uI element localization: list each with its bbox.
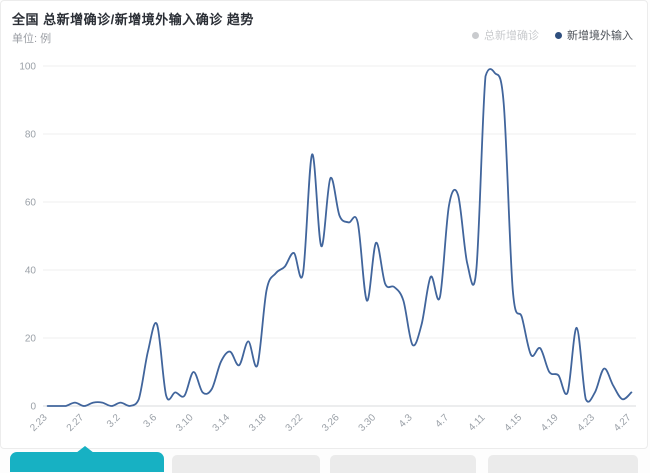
svg-text:3.14: 3.14	[211, 412, 233, 434]
svg-text:4.23: 4.23	[575, 412, 597, 434]
chart-card: 全国 总新增确诊/新增境外输入确诊 趋势 单位: 例 总新增确诊 新增境外输入 …	[0, 0, 648, 449]
svg-text:4.3: 4.3	[397, 412, 415, 430]
legend-item-new-imported[interactable]: 新增境外输入	[555, 27, 633, 43]
footer-tab-1[interactable]	[10, 446, 164, 472]
svg-text:3.10: 3.10	[174, 412, 196, 434]
svg-text:40: 40	[25, 266, 37, 277]
svg-text:3.6: 3.6	[142, 412, 160, 430]
svg-text:4.7: 4.7	[434, 412, 452, 430]
svg-text:3.30: 3.30	[357, 412, 379, 434]
legend-item-total-new-confirmed[interactable]: 总新增确诊	[472, 27, 539, 43]
chart-canvas[interactable]: 0 20 40 60 80 100 2.23 2.27 3.2 3.6 3.10 3.14 3.18 3.…	[1, 1, 650, 450]
legend-dot-icon	[472, 31, 479, 39]
chart-title: 全国 总新增确诊/新增境外输入确诊 趋势	[12, 12, 254, 27]
svg-text:2.27: 2.27	[65, 412, 87, 434]
series-line-imported	[46, 68, 633, 407]
svg-text:0: 0	[30, 402, 36, 413]
svg-text:3.22: 3.22	[284, 412, 306, 434]
footer-tab-3[interactable]	[330, 455, 476, 473]
svg-text:3.18: 3.18	[247, 412, 269, 434]
footer-tab-2[interactable]	[172, 455, 320, 473]
y-axis-labels: 0 20 40 60 80 100	[19, 62, 36, 413]
svg-text:60: 60	[25, 198, 37, 209]
x-axis-labels: 2.23 2.27 3.2 3.6 3.10 3.14 3.18 3.22 3.26 3.30 4.…	[28, 412, 634, 434]
svg-text:4.19: 4.19	[539, 412, 561, 434]
legend-label: 新增境外输入	[567, 30, 633, 42]
svg-text:20: 20	[25, 334, 37, 345]
svg-text:3.26: 3.26	[320, 412, 342, 434]
svg-text:100: 100	[19, 62, 36, 73]
svg-text:80: 80	[25, 130, 37, 141]
footer-tab-4[interactable]	[488, 455, 638, 473]
legend-label: 总新增确诊	[484, 30, 539, 42]
legend-dot-icon	[555, 31, 562, 39]
grid-lines	[43, 65, 636, 407]
footer-tab-bar	[0, 446, 650, 473]
svg-text:3.2: 3.2	[105, 412, 123, 430]
active-tab-caret-icon	[76, 446, 94, 453]
svg-text:4.27: 4.27	[612, 412, 634, 434]
chart-unit-label: 单位: 例	[12, 33, 52, 45]
svg-text:4.11: 4.11	[467, 412, 488, 433]
svg-text:4.15: 4.15	[503, 412, 525, 434]
legend: 总新增确诊 新增境外输入	[472, 27, 633, 43]
svg-text:2.23: 2.23	[28, 412, 50, 434]
